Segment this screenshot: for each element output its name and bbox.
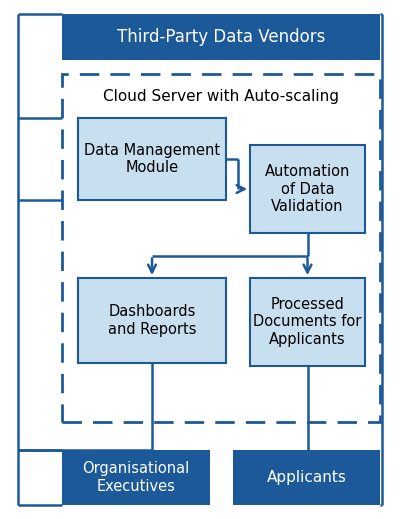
Bar xyxy=(62,14,380,60)
Bar xyxy=(62,450,210,505)
Bar xyxy=(250,145,365,233)
Text: Automation
of Data
Validation: Automation of Data Validation xyxy=(265,164,350,214)
Text: Data Management
Module: Data Management Module xyxy=(84,143,220,175)
Bar xyxy=(233,450,380,505)
Bar xyxy=(78,278,226,363)
Bar xyxy=(78,118,226,200)
Bar xyxy=(62,74,380,422)
Text: Organisational
Executives: Organisational Executives xyxy=(82,461,190,494)
Text: Processed
Documents for
Applicants: Processed Documents for Applicants xyxy=(253,297,362,347)
Text: Dashboards
and Reports: Dashboards and Reports xyxy=(108,304,196,337)
Text: Cloud Server with Auto-scaling: Cloud Server with Auto-scaling xyxy=(103,89,339,103)
Text: Third-Party Data Vendors: Third-Party Data Vendors xyxy=(117,28,325,46)
Bar xyxy=(250,278,365,366)
Text: Applicants: Applicants xyxy=(266,470,346,485)
